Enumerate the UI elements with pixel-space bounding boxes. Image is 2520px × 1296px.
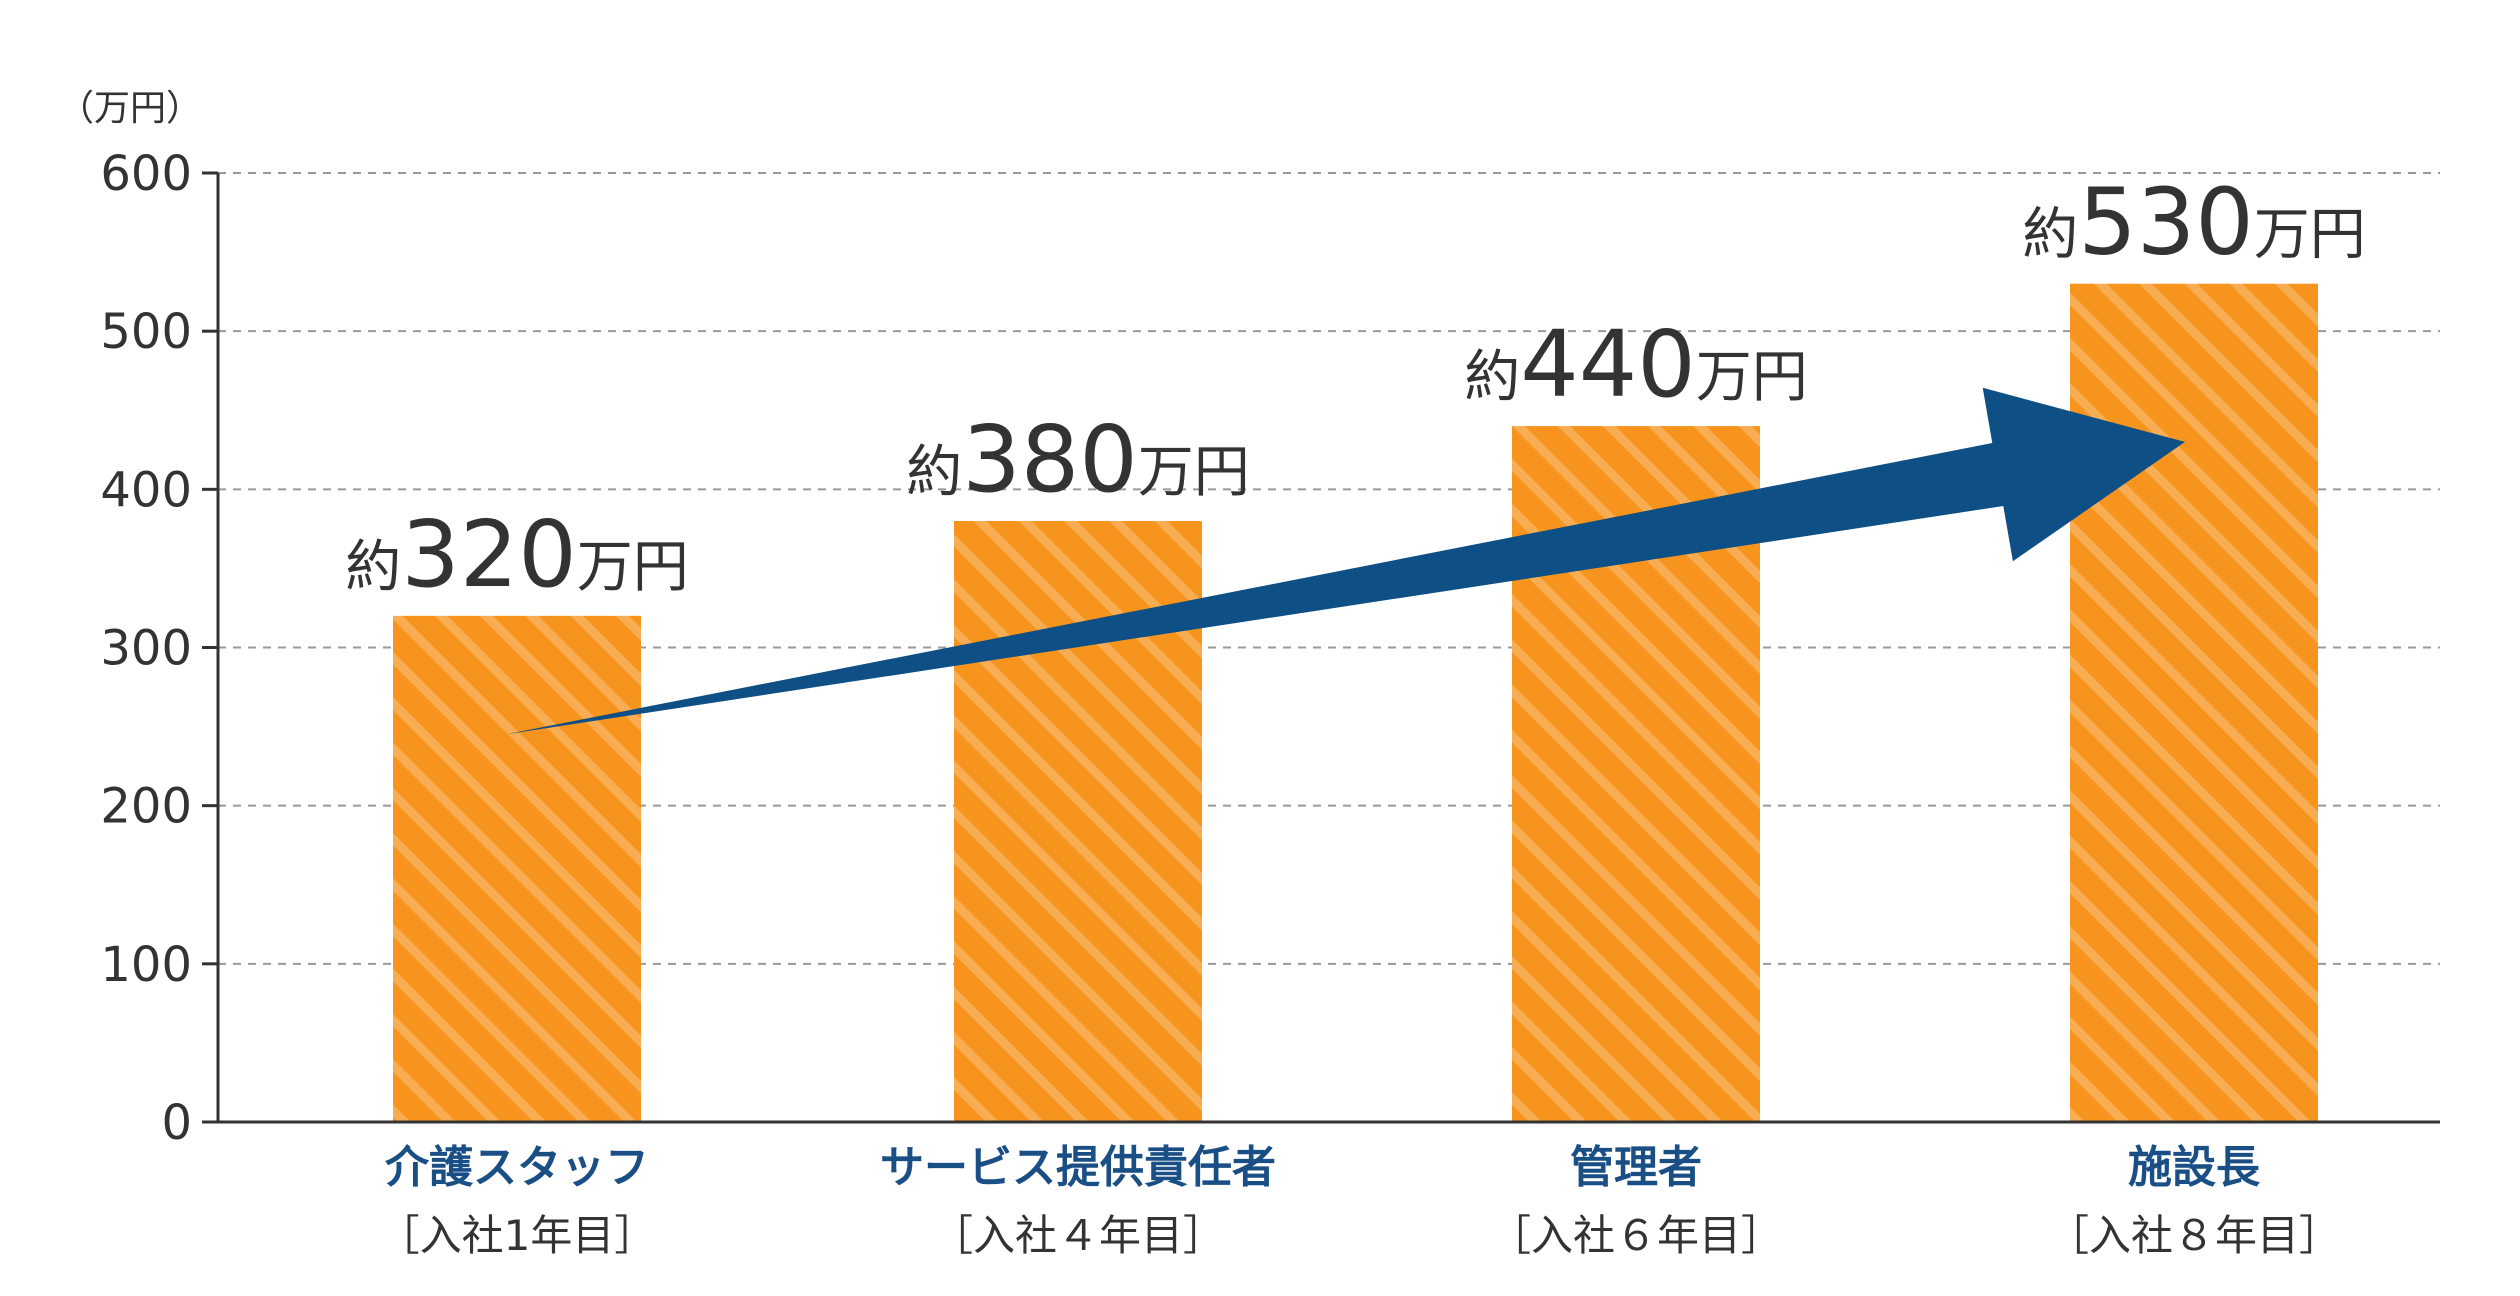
y-axis-ticks: 0 100 200 300 400 500 600 [100, 146, 218, 1151]
x-category-label: サービス提供責任者 [880, 1142, 1276, 1193]
value-label-prefix: 約 [2022, 203, 2078, 268]
bar [393, 615, 641, 1122]
trend-arrow [505, 387, 2185, 735]
y-tick-label: 600 [100, 146, 192, 202]
axes [216, 173, 2440, 1124]
y-tick-label: 300 [100, 621, 192, 677]
x-category-sublabel: ［入社４年目］ [931, 1211, 1225, 1260]
value-label: 約440万円 [1464, 311, 1808, 418]
value-label-prefix: 約 [906, 440, 962, 505]
value-label-number: 530 [2078, 169, 2254, 276]
value-label-number: 440 [1520, 311, 1696, 418]
value-label-suffix: 万円 [577, 535, 689, 600]
y-tick-label: 500 [100, 304, 192, 360]
y-tick-label: 200 [100, 779, 192, 835]
value-label-prefix: 約 [345, 535, 401, 600]
x-category-label: 施設長 [2128, 1142, 2261, 1193]
y-axis-unit-label: （万円） [58, 88, 202, 129]
y-tick-label: 0 [161, 1095, 192, 1151]
x-category-label: 管理者 [1570, 1142, 1702, 1193]
value-label-suffix: 万円 [1696, 345, 1808, 410]
value-label-number: 320 [401, 501, 577, 608]
trend-arrow-group [505, 387, 2185, 735]
value-label: 約320万円 [345, 501, 689, 608]
value-label: 約530万円 [2022, 169, 2366, 276]
x-category-label: 介護スタッフ [385, 1142, 649, 1193]
x-category-sublabel: ［入社1年目］ [378, 1211, 657, 1260]
x-category-sublabel: ［入社６年目］ [1489, 1211, 1783, 1260]
bar [2070, 283, 2318, 1122]
value-label-number: 380 [962, 406, 1138, 513]
value-label-suffix: 万円 [2254, 203, 2366, 268]
x-axis-categories: 介護スタッフ ［入社1年目］ サービス提供責任者 ［入社４年目］ 管理者 ［入社６年目］ 施… [378, 1142, 2341, 1260]
y-tick-label: 400 [100, 462, 192, 518]
value-label-suffix: 万円 [1138, 440, 1250, 505]
y-tick-label: 100 [100, 937, 192, 993]
value-label: 約380万円 [906, 406, 1250, 513]
x-category-sublabel: ［入社８年目］ [2047, 1211, 2341, 1260]
value-label-prefix: 約 [1464, 345, 1520, 410]
